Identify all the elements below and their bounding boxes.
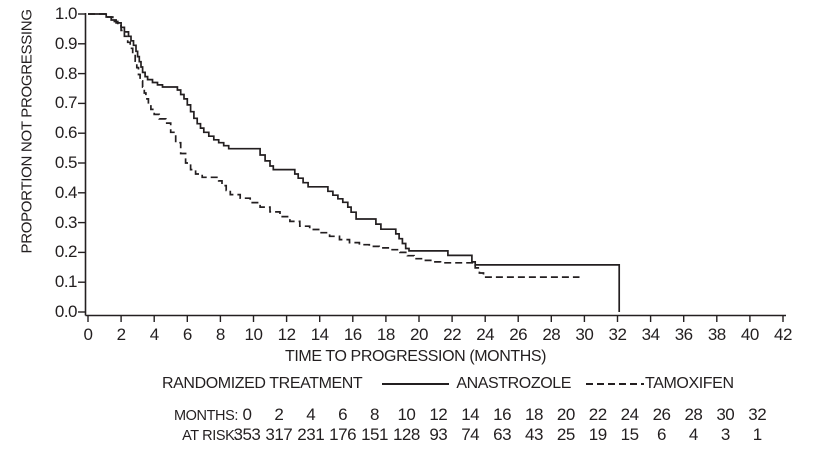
x-tick-label: 2 bbox=[116, 325, 126, 344]
anastrozole-line-sample bbox=[382, 383, 450, 385]
y-tick-label: 0.2 bbox=[54, 242, 78, 262]
months-cell: 10 bbox=[397, 405, 416, 424]
at-risk-cell: 151 bbox=[361, 425, 388, 444]
legend-label-anastrozole: ANASTROZOLE bbox=[456, 375, 572, 392]
x-axis-title: TIME TO PROGRESSION (MONTHS) bbox=[285, 348, 547, 365]
at-risk-cell: 231 bbox=[297, 425, 325, 444]
months-cell: 0 bbox=[242, 405, 252, 424]
at-risk-cells: 353 317 231 176 151 128 93 74 63 43 25 19 15 6 4 3 1 bbox=[231, 426, 773, 444]
at-risk-cell: 1 bbox=[752, 425, 762, 444]
at-risk-cell: 93 bbox=[429, 425, 448, 444]
months-cell: 2 bbox=[274, 405, 284, 424]
months-cell: 26 bbox=[652, 405, 671, 424]
legend-label-tamoxifen: TAMOXIFEN bbox=[645, 375, 734, 392]
at-risk-cell: 176 bbox=[329, 425, 357, 444]
legend-title: RANDOMIZED TREATMENT bbox=[162, 375, 363, 392]
months-row: MONTHS: 0 2 4 6 8 10 12 14 16 18 20 22 24 26 28 30 32 bbox=[0, 406, 822, 425]
x-tick-label: 34 bbox=[641, 325, 660, 344]
x-tick-label: 6 bbox=[182, 325, 192, 344]
months-cell: 14 bbox=[461, 405, 480, 424]
y-tick-label: 0.5 bbox=[54, 153, 78, 172]
at-risk-cell: 63 bbox=[493, 425, 512, 444]
at-risk-cell: 43 bbox=[525, 425, 543, 444]
at-risk-cell: 4 bbox=[688, 425, 698, 444]
at-risk-cell: 317 bbox=[265, 425, 293, 444]
months-cell: 8 bbox=[370, 405, 379, 424]
months-cell: 12 bbox=[429, 405, 448, 424]
y-tick-label: 0.6 bbox=[54, 123, 78, 143]
x-tick-label: 16 bbox=[343, 325, 362, 344]
months-cell: 16 bbox=[493, 405, 512, 424]
x-tick-label: 36 bbox=[674, 325, 693, 344]
x-tick-label: 38 bbox=[707, 325, 726, 344]
months-cell: 22 bbox=[588, 405, 607, 424]
months-cell: 6 bbox=[338, 405, 348, 424]
x-tick-label: 4 bbox=[149, 325, 159, 344]
x-tick-label: 22 bbox=[443, 325, 462, 344]
x-tick-label: 40 bbox=[740, 325, 759, 344]
anastrozole-curve bbox=[88, 13, 621, 312]
x-tick-label: 14 bbox=[310, 325, 329, 344]
months-cells: 0 2 4 6 8 10 12 14 16 18 20 22 24 26 28 30 32 bbox=[231, 406, 773, 424]
x-tick-label: 0 bbox=[83, 325, 93, 344]
x-tick-label: 32 bbox=[608, 325, 627, 344]
months-cell: 32 bbox=[748, 405, 767, 424]
x-tick-label: 12 bbox=[277, 325, 296, 344]
x-tick-label: 24 bbox=[476, 325, 495, 344]
at-risk-row: AT RISK: 353 317 231 176 151 128 93 74 63 43 25 19 1… bbox=[0, 426, 822, 445]
months-cell: 30 bbox=[716, 405, 735, 424]
at-risk-cell: 353 bbox=[233, 425, 261, 444]
x-tick-label: 10 bbox=[244, 325, 263, 344]
x-tick-label: 20 bbox=[410, 325, 428, 344]
months-cell: 18 bbox=[525, 405, 543, 424]
legend: RANDOMIZED TREATMENT ANASTROZOLE TAMOXIF… bbox=[162, 375, 734, 393]
x-tick-label: 18 bbox=[376, 325, 395, 344]
y-tick-label: 0.1 bbox=[54, 272, 78, 292]
at-risk-cell: 25 bbox=[556, 425, 575, 444]
months-cell: 28 bbox=[684, 405, 703, 424]
y-tick-label: 0.8 bbox=[54, 63, 78, 83]
months-cell: 4 bbox=[306, 405, 316, 424]
at-risk-label: AT RISK: bbox=[182, 428, 238, 444]
y-tick-label: 0.7 bbox=[54, 93, 78, 113]
months-label: MONTHS: bbox=[173, 408, 238, 424]
y-tick-label: 1.0 bbox=[54, 4, 78, 23]
x-tick-label: 8 bbox=[215, 325, 225, 344]
y-tick-label: 0.0 bbox=[54, 302, 78, 321]
y-tick-label: 0.4 bbox=[54, 182, 78, 202]
at-risk-cell: 74 bbox=[461, 425, 480, 444]
x-tick-label: 30 bbox=[575, 325, 594, 344]
months-cell: 20 bbox=[556, 405, 575, 424]
x-tick-label: 26 bbox=[509, 325, 528, 344]
y-tick-label: 0.3 bbox=[54, 212, 78, 232]
y-axis-title: PROPORTION NOT PROGRESSING bbox=[18, 9, 36, 254]
x-tick-label: 42 bbox=[774, 325, 792, 344]
months-cell: 24 bbox=[620, 405, 639, 424]
at-risk-cell: 6 bbox=[657, 425, 666, 444]
tamoxifen-line-sample bbox=[586, 383, 645, 385]
x-tick-label: 28 bbox=[542, 325, 561, 344]
at-risk-cell: 128 bbox=[392, 425, 420, 444]
at-risk-cell: 15 bbox=[620, 425, 639, 444]
at-risk-cell: 3 bbox=[720, 425, 730, 444]
at-risk-cell: 19 bbox=[588, 425, 607, 444]
y-tick-label: 0.9 bbox=[54, 33, 78, 53]
tamoxifen-curve bbox=[88, 13, 580, 278]
